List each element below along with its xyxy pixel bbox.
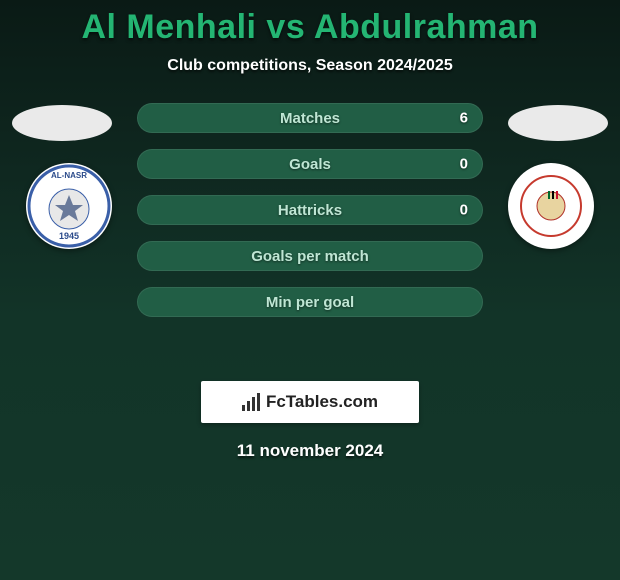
brand-text: FcTables.com [266,392,378,412]
date-text: 11 november 2024 [0,441,620,461]
chart-bars-icon [242,393,260,411]
stat-label: Goals [289,156,331,173]
stat-label: Min per goal [266,294,354,311]
club-badge-left: AL-NASR 1945 [26,163,112,249]
stat-row-goals-per-match: Goals per match [137,241,483,271]
stat-row-goals: Goals 0 [137,149,483,179]
player-avatar-right [508,105,608,141]
stat-right-value: 0 [460,202,468,219]
club-badge-left-year: 1945 [26,231,112,241]
stat-label: Goals per match [251,248,369,265]
stat-right-value: 6 [460,110,468,127]
club-badge-right [508,163,594,249]
brand-box[interactable]: FcTables.com [201,381,419,423]
stat-row-min-per-goal: Min per goal [137,287,483,317]
player-avatar-left [12,105,112,141]
stat-rows: Matches 6 Goals 0 Hattricks 0 Goals per … [137,103,483,317]
stat-row-hattricks: Hattricks 0 [137,195,483,225]
page-title: Al Menhali vs Abdulrahman [0,8,620,47]
subtitle: Club competitions, Season 2024/2025 [0,57,620,75]
stat-label: Matches [280,110,340,127]
compare-area: AL-NASR 1945 Matches 6 Goals 0 [0,103,620,353]
content-wrapper: Al Menhali vs Abdulrahman Club competiti… [0,0,620,580]
stat-right-value: 0 [460,156,468,173]
club-badge-right-svg [508,163,594,249]
stat-label: Hattricks [278,202,342,219]
club-badge-left-toptext: AL-NASR [26,171,112,180]
stat-row-matches: Matches 6 [137,103,483,133]
